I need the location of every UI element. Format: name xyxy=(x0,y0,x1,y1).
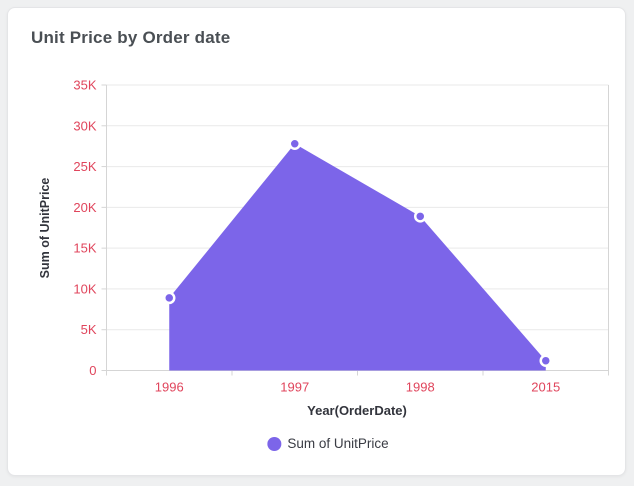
legend-label: Sum of UnitPrice xyxy=(287,436,389,451)
y-axis-tick-label: 10K xyxy=(73,281,96,296)
y-axis-tick-label: 25K xyxy=(73,159,96,174)
y-axis-tick-label: 15K xyxy=(73,241,96,256)
legend-item[interactable]: Sum of UnitPrice xyxy=(267,436,389,451)
area-series[interactable] xyxy=(169,143,546,371)
chart-card: Unit Price by Order date 0 5K 10K 15K 20K 25K… xyxy=(7,7,626,476)
y-axis-tick-label: 5K xyxy=(81,322,97,337)
data-point-marker[interactable] xyxy=(414,210,427,223)
x-axis-title: Year(OrderDate) xyxy=(307,403,407,418)
area-chart: 0 5K 10K 15K 20K 25K 30K 35K 1996 1997 1998 2015 xyxy=(73,78,609,395)
data-point-marker[interactable] xyxy=(163,291,176,305)
x-axis-tick-label: 1996 xyxy=(155,380,184,395)
y-axis-tick-label: 35K xyxy=(73,78,96,93)
y-axis-tick-label: 20K xyxy=(73,200,96,215)
x-axis-tick-label: 2015 xyxy=(531,380,560,395)
x-axis-tick-label: 1998 xyxy=(406,380,435,395)
legend-marker-icon xyxy=(267,436,282,451)
y-axis-title: Sum of UnitPrice xyxy=(38,177,52,279)
data-point-marker[interactable] xyxy=(539,354,552,367)
y-axis-tick-label: 30K xyxy=(73,118,96,133)
x-axis-tick-label: 1997 xyxy=(280,380,309,395)
chart-title: Unit Price by Order date xyxy=(31,28,231,47)
y-axis-tick-label: 0 xyxy=(89,363,96,378)
data-point-marker[interactable] xyxy=(288,137,301,150)
